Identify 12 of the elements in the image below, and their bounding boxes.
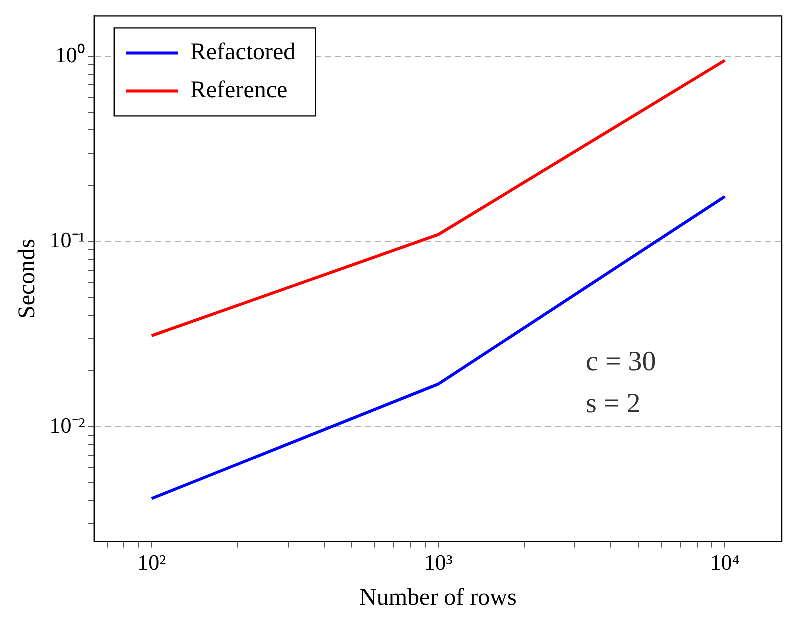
- y-tick-label: 10⁰: [55, 42, 86, 68]
- y-tick-label: 10⁻²: [50, 412, 86, 438]
- legend-label: Reference: [190, 77, 288, 104]
- y-axis-title: Seconds: [14, 239, 41, 319]
- legend-label: Refactored: [190, 39, 296, 66]
- x-tick-label: 10²: [138, 550, 167, 575]
- annotation: s = 2: [586, 388, 641, 420]
- x-axis-title: Number of rows: [360, 584, 517, 611]
- y-tick-label: 10⁻¹: [50, 228, 86, 253]
- annotation: c = 30: [586, 346, 656, 378]
- x-tick-label: 10⁴: [710, 550, 740, 575]
- x-tick-label: 10³: [424, 550, 454, 575]
